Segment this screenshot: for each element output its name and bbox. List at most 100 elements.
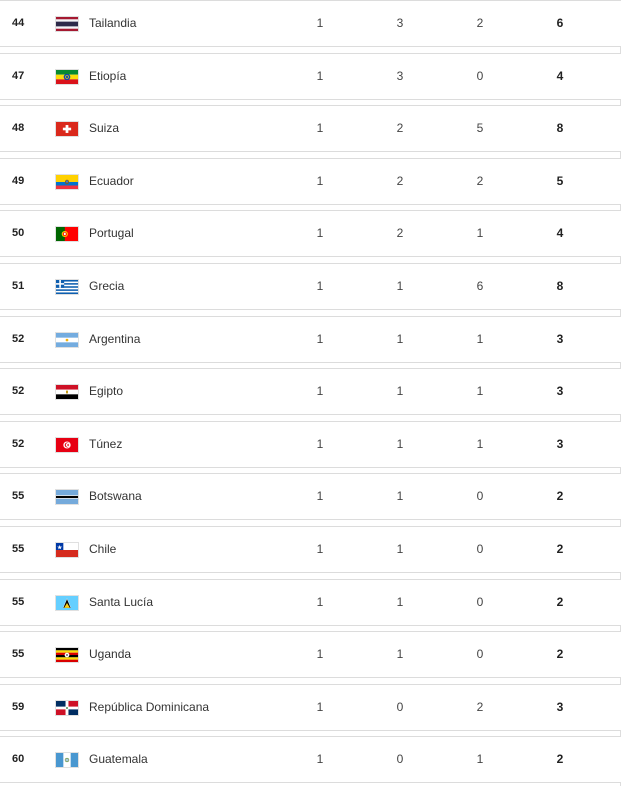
- total-count: 3: [556, 699, 564, 714]
- uganda-flag-icon: [55, 647, 79, 664]
- gold-count: 1: [316, 542, 324, 556]
- rank-cell: 52: [12, 437, 25, 450]
- gold-count: 1: [316, 436, 324, 451]
- table-row[interactable]: 48 Suiza 1 2 5 8: [0, 105, 621, 153]
- total-count: 3: [556, 384, 564, 399]
- chile-flag-icon: [55, 542, 79, 558]
- country-name[interactable]: Guatemala: [89, 752, 148, 767]
- table-row[interactable]: 44 Tailandia 1 3 2 6: [0, 0, 621, 47]
- table-row[interactable]: 47 Etiopía 1 3 0 4: [0, 52, 621, 100]
- bronze-count: 0: [476, 594, 484, 609]
- bronze-count: 1: [476, 436, 484, 451]
- country-name[interactable]: Santa Lucía: [89, 594, 154, 609]
- silver-count: 1: [396, 542, 404, 556]
- bronze-count: 5: [476, 121, 484, 136]
- silver-count: 1: [396, 331, 404, 346]
- rank-cell: 50: [12, 227, 25, 240]
- egypt-flag-icon: [55, 384, 79, 401]
- bronze-count: 0: [476, 647, 484, 662]
- rank-cell: 55: [12, 595, 25, 608]
- rank-cell: 49: [12, 174, 25, 187]
- silver-count: 2: [396, 121, 404, 136]
- country-name[interactable]: Botswana: [89, 489, 142, 504]
- switzerland-flag-icon: [55, 121, 79, 138]
- rank-cell: 44: [12, 17, 25, 29]
- guatemala-flag-icon: [55, 752, 79, 769]
- gold-count: 1: [316, 16, 324, 30]
- table-row[interactable]: 52 Argentina 1 1 1 3: [0, 315, 621, 363]
- gold-count: 1: [316, 384, 324, 399]
- country-name[interactable]: Uganda: [89, 647, 132, 662]
- bronze-count: 1: [476, 752, 484, 767]
- dominican-republic-flag-icon: [55, 699, 79, 716]
- silver-count: 3: [396, 16, 404, 30]
- silver-count: 0: [396, 699, 404, 714]
- total-count: 6: [556, 16, 564, 30]
- gold-count: 1: [316, 226, 324, 241]
- table-row[interactable]: 50 Portugal 1 2 1 4: [0, 210, 621, 258]
- total-count: 8: [556, 121, 564, 136]
- rank-cell: 52: [12, 332, 25, 345]
- total-count: 2: [556, 647, 564, 662]
- rank-cell: 48: [12, 122, 25, 135]
- gold-count: 1: [316, 331, 324, 346]
- gold-count: 1: [316, 279, 324, 293]
- silver-count: 1: [396, 384, 404, 399]
- gold-count: 1: [316, 752, 324, 767]
- table-row[interactable]: 55 Uganda 1 1 0 2: [0, 631, 621, 679]
- country-name[interactable]: Argentina: [89, 331, 141, 346]
- table-row[interactable]: 49 Ecuador 1 2 2 5: [0, 157, 621, 205]
- country-name[interactable]: Ecuador: [89, 173, 134, 188]
- table-row[interactable]: 55 Chile 1 1 0 2: [0, 526, 621, 573]
- total-count: 3: [556, 331, 564, 346]
- country-name[interactable]: Egipto: [89, 384, 124, 399]
- rank-cell: 52: [12, 385, 25, 398]
- silver-count: 1: [396, 594, 404, 609]
- total-count: 5: [556, 173, 564, 188]
- silver-count: 1: [396, 647, 404, 662]
- table-row[interactable]: 59 República Dominicana 1 0 2 3: [0, 683, 621, 731]
- total-count: 3: [556, 436, 564, 451]
- country-name[interactable]: Portugal: [89, 226, 134, 241]
- total-count: 4: [556, 226, 564, 241]
- bronze-count: 2: [476, 16, 484, 30]
- saint-lucia-flag-icon: [55, 594, 79, 611]
- total-count: 2: [556, 489, 564, 504]
- rank-cell: 55: [12, 490, 25, 503]
- country-name[interactable]: República Dominicana: [89, 699, 210, 714]
- rank-cell: 60: [12, 753, 25, 766]
- country-name[interactable]: Etiopía: [89, 68, 127, 83]
- gold-count: 1: [316, 489, 324, 504]
- table-row[interactable]: 60 Guatemala 1 0 1 2: [0, 736, 621, 784]
- table-row[interactable]: 52 Túnez 1 1 1 3: [0, 420, 621, 468]
- table-row[interactable]: 55 Santa Lucía 1 1 0 2: [0, 578, 621, 626]
- country-name[interactable]: Grecia: [89, 279, 125, 293]
- greece-flag-icon: [55, 279, 79, 295]
- total-count: 2: [556, 542, 564, 556]
- country-name[interactable]: Túnez: [89, 436, 123, 451]
- argentina-flag-icon: [55, 331, 79, 348]
- silver-count: 0: [396, 752, 404, 767]
- botswana-flag-icon: [55, 489, 79, 506]
- country-name[interactable]: Suiza: [89, 121, 120, 136]
- silver-count: 2: [396, 173, 404, 188]
- silver-count: 1: [396, 436, 404, 451]
- country-name[interactable]: Tailandia: [89, 16, 137, 30]
- gold-count: 1: [316, 68, 324, 83]
- ethiopia-flag-icon: [55, 68, 79, 85]
- tunisia-flag-icon: [55, 436, 79, 453]
- bronze-count: 0: [476, 489, 484, 504]
- total-count: 2: [556, 752, 564, 767]
- rank-cell: 55: [12, 543, 25, 555]
- bronze-count: 2: [476, 173, 484, 188]
- total-count: 8: [556, 279, 564, 293]
- table-row[interactable]: 51 Grecia 1 1 6 8: [0, 263, 621, 310]
- bronze-count: 1: [476, 384, 484, 399]
- country-name[interactable]: Chile: [89, 542, 117, 556]
- table-row[interactable]: 52 Egipto 1 1 1 3: [0, 368, 621, 416]
- total-count: 4: [556, 68, 564, 83]
- gold-count: 1: [316, 594, 324, 609]
- table-row[interactable]: 55 Botswana 1 1 0 2: [0, 473, 621, 521]
- bronze-count: 2: [476, 699, 484, 714]
